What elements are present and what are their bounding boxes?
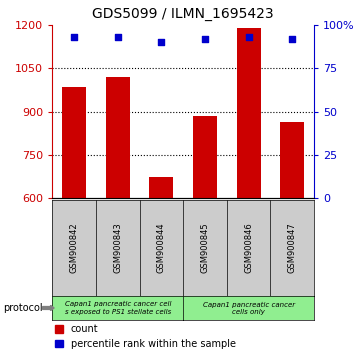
Text: GSM900843: GSM900843 — [113, 222, 122, 273]
Text: GSM900846: GSM900846 — [244, 222, 253, 273]
Point — [158, 39, 164, 45]
Text: GSM900847: GSM900847 — [288, 222, 297, 273]
Bar — [237, 28, 261, 198]
Bar — [106, 77, 130, 198]
Point — [246, 34, 252, 40]
Text: GSM900844: GSM900844 — [157, 222, 166, 273]
Text: GSM900845: GSM900845 — [200, 222, 209, 273]
Text: Capan1 pancreatic cancer
cells only: Capan1 pancreatic cancer cells only — [203, 301, 295, 315]
Title: GDS5099 / ILMN_1695423: GDS5099 / ILMN_1695423 — [92, 7, 274, 21]
Bar — [280, 122, 304, 198]
Point — [71, 34, 77, 40]
Point — [202, 36, 208, 41]
Text: GSM900842: GSM900842 — [70, 222, 79, 273]
Bar — [62, 87, 86, 198]
Text: protocol: protocol — [4, 303, 43, 313]
Bar — [149, 177, 173, 198]
Bar — [193, 116, 217, 198]
Text: Capan1 pancreatic cancer cell
s exposed to PS1 stellate cells: Capan1 pancreatic cancer cell s exposed … — [65, 301, 171, 315]
Point — [290, 36, 295, 41]
Point — [115, 34, 121, 40]
Legend: count, percentile rank within the sample: count, percentile rank within the sample — [55, 324, 236, 349]
